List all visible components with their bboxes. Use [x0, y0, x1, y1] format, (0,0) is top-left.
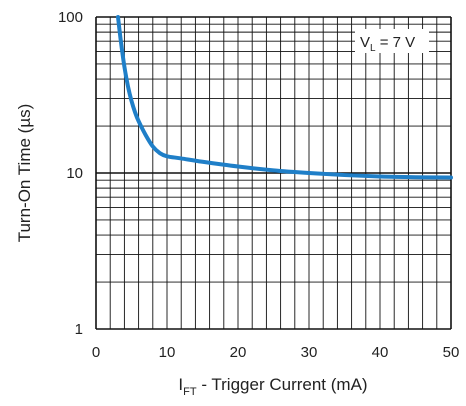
x-tick-label: 50 [443, 344, 460, 361]
series-line [116, 15, 453, 180]
x-axis-label: IFT - Trigger Current (mA) [178, 375, 367, 398]
x-axis-label-main: I [178, 375, 183, 394]
y-tick-label: 1 [75, 321, 83, 338]
annotation-box [355, 29, 429, 53]
series-layer [116, 15, 453, 180]
x-tick-label: 30 [301, 344, 318, 361]
y-tick-label: 100 [58, 9, 83, 26]
x-tick-label: 0 [92, 344, 100, 361]
annotation-label: VL = 7 V [360, 34, 415, 54]
x-tick-label: 10 [159, 344, 176, 361]
x-axis-label-sub: FT [183, 386, 197, 398]
annotation-main: V [360, 34, 370, 51]
ticks-layer: 0 10 20 30 40 50 1 10 100 [58, 9, 459, 361]
grid [95, 16, 452, 330]
y-tick-label: 10 [66, 165, 83, 182]
x-axis-label-rest: - Trigger Current (mA) [197, 375, 368, 394]
annotation-rest: = 7 V [376, 34, 416, 51]
x-tick-label: 40 [372, 344, 389, 361]
y-axis-label: Turn-On Time (µs) [15, 104, 34, 243]
x-tick-label: 20 [230, 344, 247, 361]
annotation-sub: L [370, 43, 376, 54]
